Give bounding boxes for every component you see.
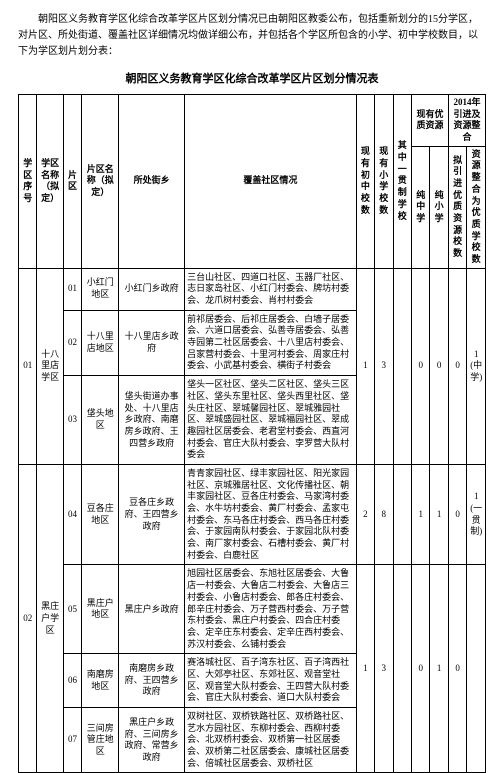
cell-stat-thru xyxy=(393,464,411,565)
cell-piece-idx: 07 xyxy=(63,708,81,773)
cell-desc: 双树社区、双桥铁路社区、双桥路社区、艺水方园社区、东柳村委会、西柳村委会、北双桥… xyxy=(185,708,356,773)
cell-piece-name: 垡头地区 xyxy=(82,376,119,465)
cell-gov: 小红门乡政府 xyxy=(119,268,185,310)
cell-piece-idx: 06 xyxy=(63,654,81,708)
intro-paragraph: 朝阳区义务教育学区化综合改革学区片区划分情况已由朝阳区教委公布，包括重新划分的1… xyxy=(18,12,486,60)
table-row: 01十八里店学区01小红门地区小红门乡政府三台山社区、四道口社区、玉器厂社区、志… xyxy=(19,268,486,310)
th-prinow: 现有小学校数 xyxy=(375,95,393,269)
cell-stat-qPri: 1 xyxy=(430,565,448,773)
cell-stat-thru xyxy=(393,268,411,464)
th-planmerge: 资源整合为优质学校数 xyxy=(467,146,486,268)
cell-piece-name: 十八里店地区 xyxy=(82,310,119,375)
cell-piece-name: 小红门地区 xyxy=(82,268,119,310)
cell-piece-idx: 03 xyxy=(63,376,81,465)
th-qpri: 纯小学 xyxy=(430,146,448,268)
cell-desc: 垡头一区社区、垡头二区社区、垡头三区社区、垡头东里社区、垡头西里社区、垡头庄社区… xyxy=(185,376,356,465)
cell-stat-qMid: 0 xyxy=(411,268,429,464)
table-title: 朝阳区义务教育学区化综合改革学区片区划分情况表 xyxy=(18,70,486,86)
th-plangroup: 2014年引进及资源整合 xyxy=(448,95,485,147)
cell-stat-priNow: 3 xyxy=(375,268,393,464)
th-midnow: 现有初中校数 xyxy=(356,95,374,269)
th-pname: 片区名称（拟定） xyxy=(82,95,119,269)
th-idx: 学区序号 xyxy=(19,95,37,269)
cell-stat-planIn: 0 xyxy=(448,268,466,464)
cell-stat-planIn: 0 xyxy=(448,565,466,773)
cell-gov: 豆各庄乡政府、王四营乡政府 xyxy=(119,464,185,565)
cell-gov: 黑庄户乡政府 xyxy=(119,565,185,654)
cell-stat-qPri: 0 xyxy=(430,268,448,464)
cell-desc: 旭园社区居委会、东旭社区居委会、大鲁店一村委会、大鲁店二村委会、大鲁店三村委会、… xyxy=(185,565,356,654)
cell-gov: 十八里店乡政府 xyxy=(119,310,185,375)
th-pidx: 片区 xyxy=(63,95,81,269)
cell-stat-midNow: 2 xyxy=(356,464,374,565)
cell-piece-name: 黑庄户地区 xyxy=(82,565,119,654)
cell-stat-planMerge: 1(一贯制) xyxy=(467,464,486,565)
cell-piece-idx: 02 xyxy=(63,310,81,375)
cell-gov: 南磨房乡政府、王四营乡政府 xyxy=(119,654,185,708)
th-qmid: 纯中学 xyxy=(411,146,429,268)
cell-zone-idx: 02 xyxy=(19,464,37,773)
th-thru: 其中一贯制学校 xyxy=(393,95,411,269)
table-row: 05黑庄户地区黑庄户乡政府旭园社区居委会、东旭社区居委会、大鲁店一村委会、大鲁店… xyxy=(19,565,486,654)
cell-stat-midNow: 1 xyxy=(356,268,374,464)
cell-piece-name: 南磨房地区 xyxy=(82,654,119,708)
cell-stat-thru xyxy=(393,565,411,773)
th-desc: 覆盖社区情况 xyxy=(185,95,356,269)
cell-stat-priNow: 8 xyxy=(375,464,393,565)
header-row-1: 学区序号 学区名称（拟定） 片区 片区名称（拟定） 所处街乡 覆盖社区情况 现有… xyxy=(19,95,486,147)
cell-piece-idx: 05 xyxy=(63,565,81,654)
cell-piece-name: 豆各庄地区 xyxy=(82,464,119,565)
cell-stat-qMid: 1 xyxy=(411,464,429,565)
cell-stat-planMerge: 1(中学) xyxy=(467,268,486,464)
table-row: 02黑庄户学区04豆各庄地区豆各庄乡政府、王四营乡政府青青家园社区、绿丰家园社区… xyxy=(19,464,486,565)
cell-desc: 赛洛城社区、百子湾东社区、百子湾西社区、大郊亭社区、东郊社区、观音堂社区、观音堂… xyxy=(185,654,356,708)
cell-stat-planIn: 0 xyxy=(448,464,466,565)
cell-desc: 青青家园社区、绿丰家园社区、阳光家园社区、京城雅居社区、文化传播社区、朝丰家园社… xyxy=(185,464,356,565)
cell-desc: 前祁居委会、后祁庄居委会、白墙子居委会、六道口居委会、弘善寺居委会、弘善寺园第二… xyxy=(185,310,356,375)
cell-gov: 垡头街道办事处、十八里店乡政府、南磨房乡政府、王四营乡政府 xyxy=(119,376,185,465)
cell-stat-midNow: 1 xyxy=(356,565,374,773)
cell-stat-priNow: 3 xyxy=(375,565,393,773)
cell-stat-planMerge xyxy=(467,565,486,773)
zoning-table: 学区序号 学区名称（拟定） 片区 片区名称（拟定） 所处街乡 覆盖社区情况 现有… xyxy=(18,94,486,773)
cell-stat-qMid: 0 xyxy=(411,565,429,773)
cell-piece-idx: 01 xyxy=(63,268,81,310)
cell-stat-qPri: 1 xyxy=(430,464,448,565)
cell-piece-name: 三间房管庄地区 xyxy=(82,708,119,773)
cell-zone-name: 十八里店学区 xyxy=(37,268,63,464)
th-planin: 拟引进优质资源校数 xyxy=(448,146,466,268)
th-gov: 所处街乡 xyxy=(119,95,185,269)
cell-zone-name: 黑庄户学区 xyxy=(37,464,63,773)
cell-zone-idx: 01 xyxy=(19,268,37,464)
cell-piece-idx: 04 xyxy=(63,464,81,565)
th-zone: 学区名称（拟定） xyxy=(37,95,63,269)
cell-desc: 三台山社区、四道口社区、玉器厂社区、志日家岛社区、小红门村委会、牌坊村委会、龙爪… xyxy=(185,268,356,310)
th-qgroup: 现有优质资源 xyxy=(411,95,448,147)
cell-gov: 黑庄户乡政府、三间房乡政府、常营乡政府 xyxy=(119,708,185,773)
